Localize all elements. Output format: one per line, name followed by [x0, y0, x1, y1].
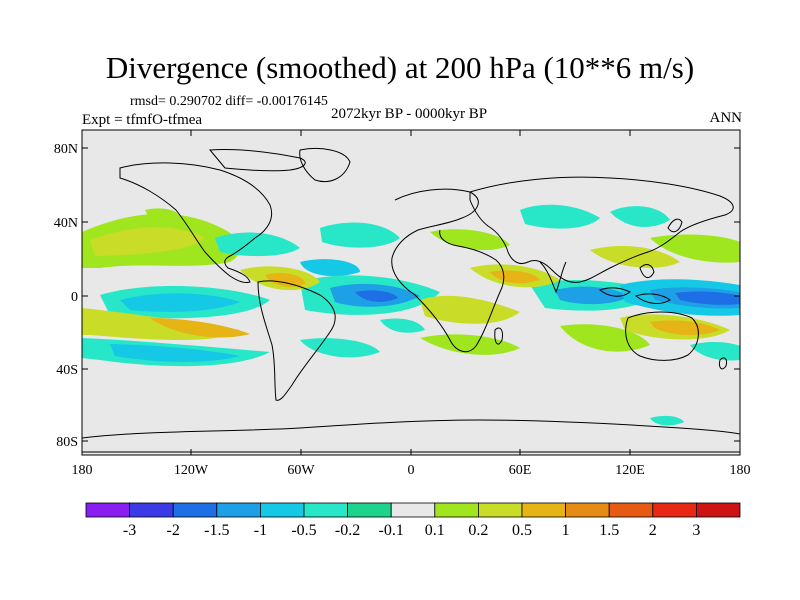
lat-tick-label: 80N	[54, 142, 78, 157]
colorbar-swatch	[652, 502, 697, 518]
colorbar: -3 -2 -1.5 -1 -0.5 -0.2 -0.1 0.1 0.2 0.5 1 1.5 2 3	[85, 502, 741, 539]
colorbar-label: 3	[692, 522, 700, 539]
lat-tick-label: 80S	[56, 435, 78, 450]
colorbar-swatch	[390, 502, 436, 518]
colorbar-label: -2	[167, 522, 180, 539]
colorbar-swatch	[129, 502, 174, 518]
colorbar-swatch	[434, 502, 479, 518]
axis-tick-marks	[82, 130, 740, 455]
stats-line: rmsd= 0.290702 diff= -0.00176145	[130, 94, 328, 109]
colorbar-swatch	[259, 502, 305, 518]
lon-tick-label: 60W	[287, 463, 315, 478]
colorbar-swatch	[477, 502, 523, 518]
colorbar-swatch	[172, 502, 218, 518]
colorbar-label: 0.2	[468, 522, 488, 539]
colorbar-label: -0.5	[291, 522, 316, 539]
season-label: ANN	[709, 110, 743, 126]
period-label: 2072kyr BP - 0000kyr BP	[330, 106, 488, 122]
colorbar-label: 1	[562, 522, 570, 539]
lon-tick-label: 60E	[509, 463, 532, 478]
lon-tick-label: 180	[72, 463, 93, 478]
colorbar-label: 0.5	[512, 522, 532, 539]
divergence-field	[82, 204, 740, 426]
colorbar-label: -3	[123, 522, 136, 539]
colorbar-label: 2	[649, 522, 657, 539]
lat-tick-label: 40S	[56, 363, 78, 378]
colorbar-swatch	[347, 502, 392, 518]
colorbar-swatch	[216, 502, 261, 518]
colorbar-swatch	[521, 502, 566, 518]
colorbar-swatch	[85, 502, 130, 518]
colorbar-label: 0.1	[425, 522, 445, 539]
colorbar-label: -0.1	[379, 522, 404, 539]
lon-tick-label: 120E	[615, 463, 645, 478]
lon-tick-label: 180	[730, 463, 751, 478]
colorbar-label: -1.5	[204, 522, 229, 539]
colorbar-swatch	[608, 502, 654, 518]
colorbar-swatch	[303, 502, 348, 518]
colorbar-label: 1.5	[599, 522, 619, 539]
experiment-label: Expt = tfmfO-tfmea	[82, 112, 203, 128]
colorbar-label: -1	[254, 522, 267, 539]
lon-tick-label: 120W	[174, 463, 209, 478]
lat-tick-label: 0	[71, 290, 78, 305]
colorbar-swatch	[565, 502, 610, 518]
lon-tick-label: 0	[408, 463, 415, 478]
colorbar-label: -0.2	[335, 522, 360, 539]
colorbar-swatch	[696, 502, 741, 518]
lat-tick-label: 40N	[54, 216, 78, 231]
plot-title: Divergence (smoothed) at 200 hPa (10**6 …	[105, 50, 695, 85]
